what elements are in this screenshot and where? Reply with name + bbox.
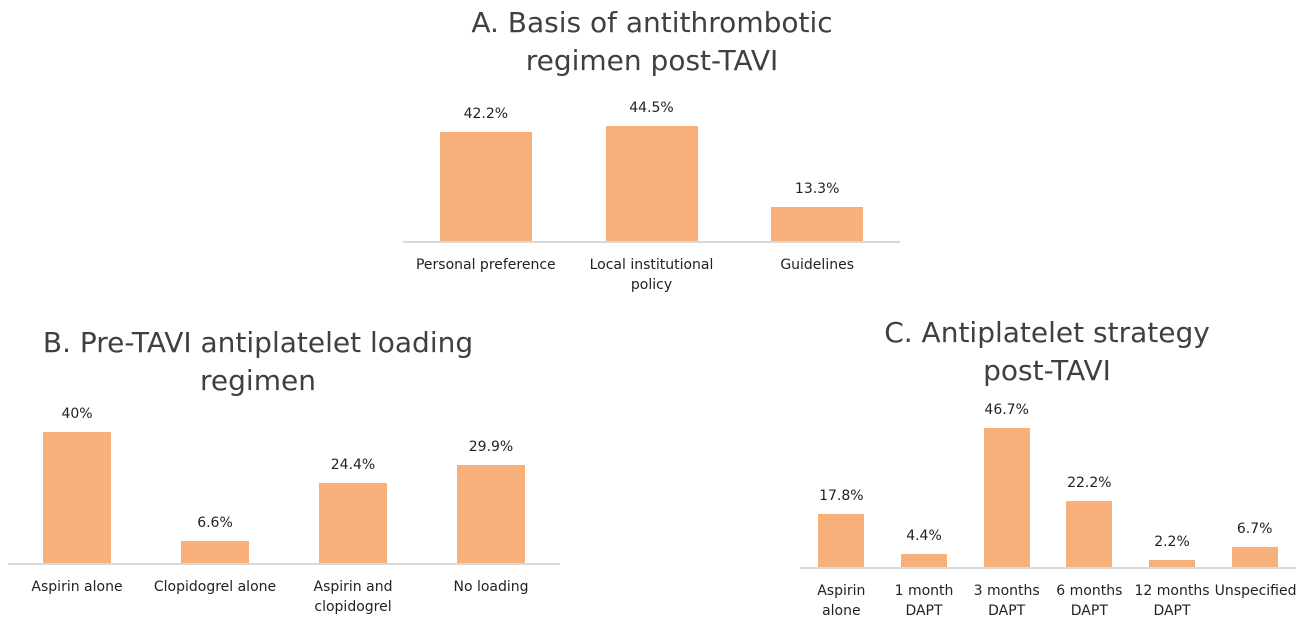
x-tick-label: Aspirin and clopidogrel [313, 579, 393, 615]
chart-title: C. Antiplatelet strategy post-TAVI [884, 316, 1210, 387]
bar [457, 465, 525, 563]
x-tick-label: Aspirin alone [31, 579, 123, 595]
value-label: 6.6% [197, 515, 233, 532]
value-label: 13.3% [794, 180, 840, 197]
x-tick-label: Clopidogrel alone [153, 579, 277, 595]
bar [1231, 547, 1278, 567]
x-tick-label: 3 months DAPT [973, 583, 1040, 619]
axis-line [403, 241, 900, 243]
x-tick-label: 1 month DAPT [894, 583, 954, 619]
x-tick-label: Local institutional policy [589, 257, 714, 293]
bar [181, 541, 249, 563]
bar [43, 432, 111, 563]
value-label: 2.2% [1154, 534, 1190, 551]
value-label: 44.5% [629, 100, 674, 116]
value-label: 24.4% [330, 457, 376, 474]
bar [1149, 560, 1195, 567]
bar [605, 126, 698, 241]
value-label: 4.4% [906, 527, 942, 544]
bar [983, 428, 1030, 567]
x-tick-label: Aspirin alone [817, 583, 866, 619]
x-tick-label: Unspecified [1214, 583, 1297, 599]
x-tick-label: 6 months DAPT [1056, 583, 1123, 619]
bar [319, 483, 387, 563]
x-tick-label: No loading [453, 579, 529, 595]
chart-title: A. Basis of antithrombotic regimen post-… [471, 6, 833, 77]
value-label: 6.7% [1236, 521, 1273, 538]
x-tick-label: Guidelines [780, 257, 854, 273]
axis-line [800, 567, 1296, 569]
bar [901, 553, 947, 567]
x-tick-label: 12 months DAPT [1134, 583, 1210, 619]
bar [439, 131, 532, 241]
value-label: 42.2% [463, 105, 509, 122]
value-label: 29.9% [468, 439, 514, 456]
value-label: 40% [61, 406, 93, 422]
value-label: 46.7% [984, 402, 1029, 418]
bar [1066, 500, 1113, 567]
axis-line [8, 563, 560, 565]
bar [771, 206, 864, 241]
chart-title: B. Pre-TAVI antiplatelet loading regimen [42, 326, 474, 397]
value-label: 17.8% [819, 488, 864, 505]
x-tick-label: Personal preference [415, 257, 556, 273]
value-label: 22.2% [1067, 474, 1112, 491]
bar [818, 514, 865, 567]
